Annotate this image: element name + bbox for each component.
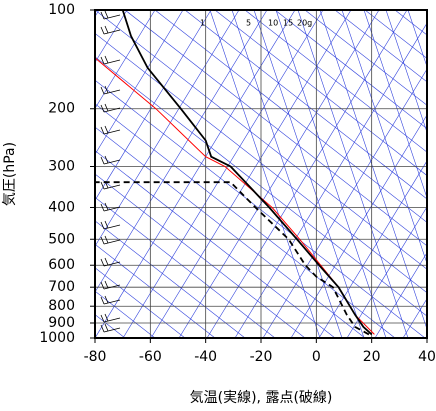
reference-line: [297, 10, 409, 338]
x-tick-label: -20: [250, 349, 273, 365]
reference-line: [95, 220, 246, 338]
wind-barb: [100, 85, 121, 95]
reference-line: [184, 10, 427, 200]
y-tick-label: 100: [48, 2, 75, 18]
reference-line: [231, 10, 343, 338]
reference-line: [253, 10, 365, 338]
reference-line: [206, 10, 408, 338]
y-tick-label: 800: [48, 298, 75, 314]
reference-line: [95, 103, 396, 338]
wind-barb: [100, 125, 121, 135]
reference-line: [274, 10, 427, 130]
y-tick-label: 1000: [39, 330, 75, 346]
reference-line: [150, 10, 352, 338]
wind-barb: [100, 25, 121, 35]
reference-line: [95, 10, 212, 201]
mixing-ratio-label: 10: [268, 19, 278, 28]
wind-barb: [100, 10, 121, 20]
x-tick-label: 0: [312, 349, 321, 365]
reference-line: [95, 150, 336, 338]
x-tick-label: -80: [84, 349, 107, 365]
reference-line: [95, 290, 156, 338]
wind-barb: [100, 313, 121, 323]
reference-line: [262, 68, 427, 338]
y-tick-label: 600: [48, 257, 75, 273]
reference-line: [374, 252, 427, 338]
reference-line: [95, 197, 276, 338]
reference-line: [95, 10, 427, 270]
y-axis-label: 気圧(hPa): [2, 142, 18, 206]
wind-barb: [100, 55, 121, 65]
reference-line: [95, 173, 306, 338]
reference-line: [95, 56, 427, 317]
wind-barb: [100, 235, 121, 245]
reference-line: [95, 10, 268, 293]
reference-line: [95, 10, 156, 109]
reference-line: [394, 10, 427, 36]
y-tick-label: 700: [48, 279, 75, 295]
x-tick-label: 40: [418, 349, 436, 365]
reference-line: [122, 10, 324, 338]
reference-line: [304, 10, 427, 106]
y-tick-label: 900: [48, 315, 75, 331]
reference-line: [214, 10, 427, 176]
wind-barb: [100, 103, 121, 113]
reference-line: [95, 79, 426, 338]
reference-line: [346, 206, 427, 338]
y-tick-label: 400: [48, 199, 75, 215]
reference-line: [95, 33, 427, 294]
reference-line: [209, 10, 321, 338]
wind-barb: [100, 220, 121, 230]
x-tick-label: -40: [194, 349, 217, 365]
y-tick-label: 500: [48, 231, 75, 247]
reference-line: [431, 10, 436, 338]
reference-line: [244, 10, 427, 153]
reference-line: [95, 10, 184, 155]
profile-line: [95, 181, 370, 336]
reference-line: [124, 10, 427, 247]
reference-line: [178, 10, 380, 338]
wind-barb: [100, 257, 121, 267]
reference-line: [275, 10, 387, 338]
wind-barb: [100, 202, 121, 212]
reference-line: [290, 114, 427, 338]
mixing-ratio-label: 15: [283, 19, 293, 28]
x-tick-label: 20: [363, 349, 381, 365]
reference-line: [385, 10, 427, 134]
wind-barb: [100, 323, 121, 333]
reference-line: [95, 267, 186, 338]
reference-line: [95, 10, 296, 338]
wind-barb: [100, 295, 121, 305]
plot-frame: [94, 9, 428, 339]
reference-line: [402, 298, 427, 338]
reference-line: [95, 126, 366, 338]
reference-line: [363, 10, 427, 199]
reference-line: [319, 10, 427, 330]
reference-line: [95, 243, 216, 338]
wind-barb: [100, 155, 121, 165]
y-tick-label: 200: [48, 101, 75, 117]
mixing-ratio-label: 20g: [297, 19, 312, 28]
profile-line: [121, 9, 373, 336]
wind-barb: [100, 280, 121, 290]
x-tick-label: -60: [139, 349, 162, 365]
mixing-ratio-label: 1: [200, 19, 205, 28]
y-tick-label: 300: [48, 158, 75, 174]
mixing-ratio-label: 5: [246, 19, 251, 28]
x-axis-label: 気温(実線), 露点(破線): [190, 390, 333, 406]
reference-line: [341, 10, 427, 265]
reference-line: [334, 10, 427, 83]
reference-line: [154, 10, 427, 223]
